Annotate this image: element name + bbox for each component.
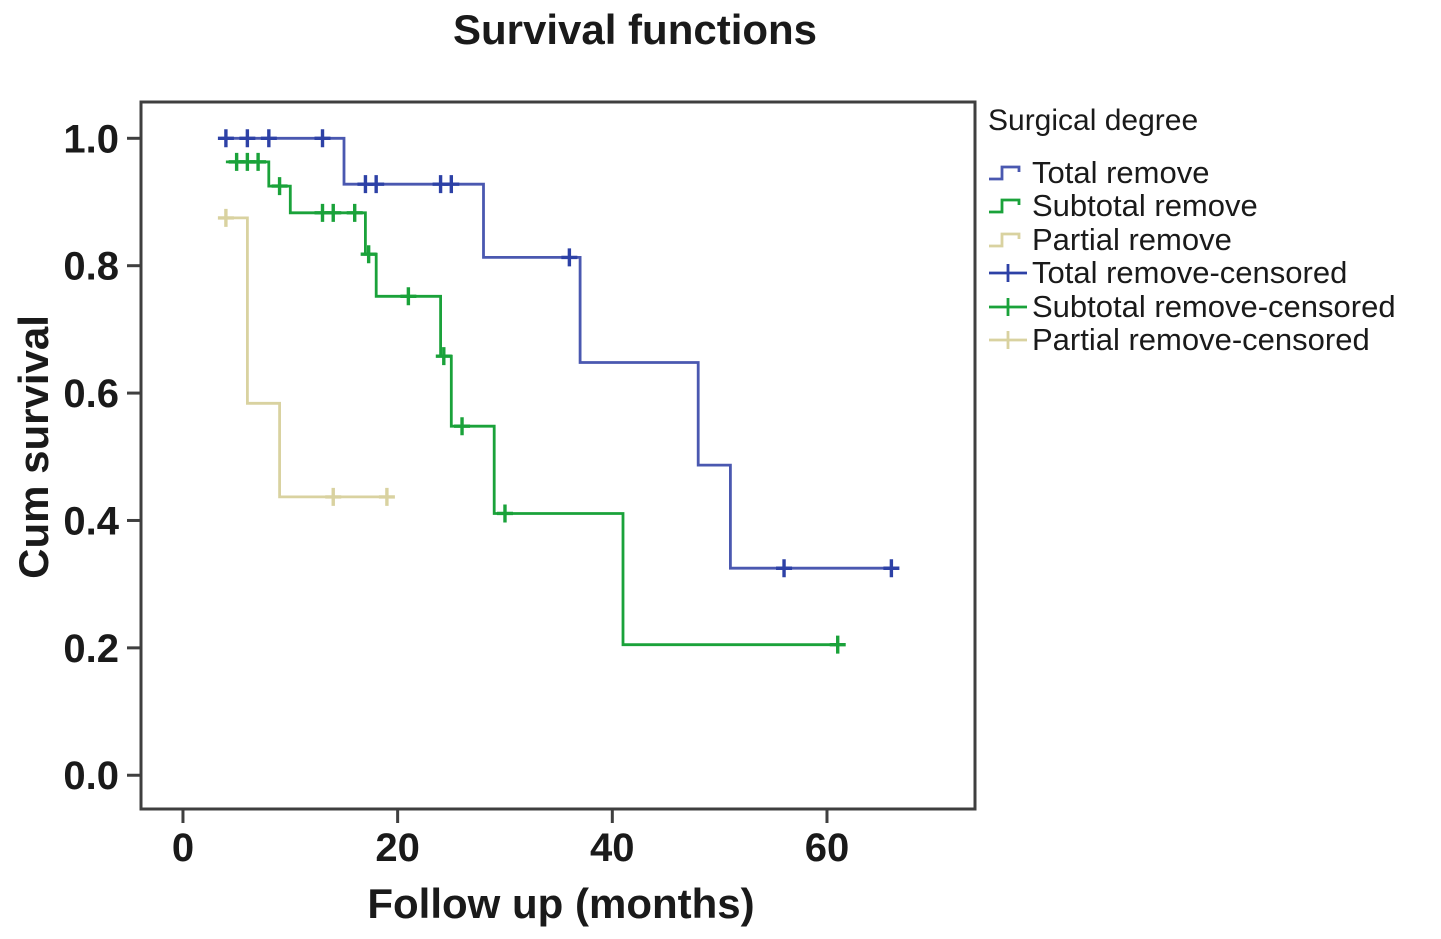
legend-entry-label: Partial remove-censored bbox=[1032, 322, 1370, 358]
censor-mark bbox=[360, 245, 377, 264]
censor-mark bbox=[217, 208, 234, 227]
censor-mark bbox=[435, 347, 452, 366]
legend-entry-label: Total remove bbox=[1032, 154, 1210, 190]
censor-mark bbox=[346, 203, 363, 222]
x-tick-label: 40 bbox=[590, 826, 635, 870]
y-tick-label: 0.8 bbox=[63, 245, 119, 289]
censor-mark bbox=[271, 177, 288, 196]
x-tick-label: 0 bbox=[172, 826, 194, 870]
censored-plus-icon bbox=[989, 264, 1027, 283]
censor-mark bbox=[400, 287, 417, 306]
y-tick-label: 0.2 bbox=[63, 627, 119, 671]
plot-frame bbox=[139, 100, 977, 811]
x-tick-label: 20 bbox=[375, 826, 420, 870]
y-tick-label: 0.0 bbox=[63, 754, 119, 798]
survival-curve bbox=[220, 216, 387, 499]
censor-mark bbox=[496, 504, 513, 523]
legend-entry-label: Partial remove bbox=[1032, 221, 1232, 257]
censor-mark bbox=[260, 129, 277, 148]
y-tick-label: 0.6 bbox=[63, 372, 119, 416]
censor-mark bbox=[314, 129, 331, 148]
survival-step-icon bbox=[989, 232, 1021, 248]
censor-mark bbox=[325, 203, 342, 222]
y-tick-label: 1.0 bbox=[63, 117, 119, 161]
survival-curve bbox=[225, 160, 838, 647]
survival-curve bbox=[220, 136, 892, 570]
legend-entry-label: Total remove-censored bbox=[1032, 255, 1348, 291]
censor-mark bbox=[368, 175, 385, 194]
censor-mark bbox=[378, 487, 395, 506]
censor-mark bbox=[561, 248, 578, 267]
y-axis-label: Cum survival bbox=[10, 315, 57, 579]
censor-mark bbox=[829, 635, 846, 654]
censor-mark bbox=[883, 559, 900, 578]
legend-entry: Subtotal remove bbox=[988, 188, 1396, 224]
survival-step-icon bbox=[989, 165, 1021, 181]
legend-entry: Total remove bbox=[988, 154, 1396, 190]
censored-plus-icon bbox=[989, 331, 1027, 350]
legend-entry: Partial remove-censored bbox=[988, 322, 1396, 358]
censor-mark bbox=[325, 487, 342, 506]
x-axis-label: Follow up (months) bbox=[367, 880, 755, 927]
censor-mark bbox=[776, 559, 793, 578]
x-tick-label: 60 bbox=[805, 826, 850, 870]
legend-entry: Subtotal remove-censored bbox=[988, 288, 1396, 324]
legend-title: Surgical degree bbox=[988, 104, 1199, 137]
censor-mark bbox=[239, 129, 256, 148]
censor-mark bbox=[217, 129, 234, 148]
censor-mark bbox=[443, 175, 460, 194]
chart-title: Survival functions bbox=[452, 6, 818, 53]
legend-entry-label: Subtotal remove-censored bbox=[1032, 288, 1396, 324]
y-tick-label: 0.4 bbox=[63, 499, 119, 543]
censor-mark bbox=[454, 417, 471, 436]
censored-plus-icon bbox=[989, 297, 1027, 316]
survival-step-icon bbox=[989, 198, 1021, 214]
legend: Surgical degree Total remove Subtotal re… bbox=[988, 104, 1396, 357]
legend-entry: Total remove-censored bbox=[988, 255, 1396, 291]
censor-mark bbox=[250, 152, 267, 171]
legend-entry-label: Subtotal remove bbox=[1032, 188, 1258, 224]
legend-entry: Partial remove bbox=[988, 221, 1396, 257]
